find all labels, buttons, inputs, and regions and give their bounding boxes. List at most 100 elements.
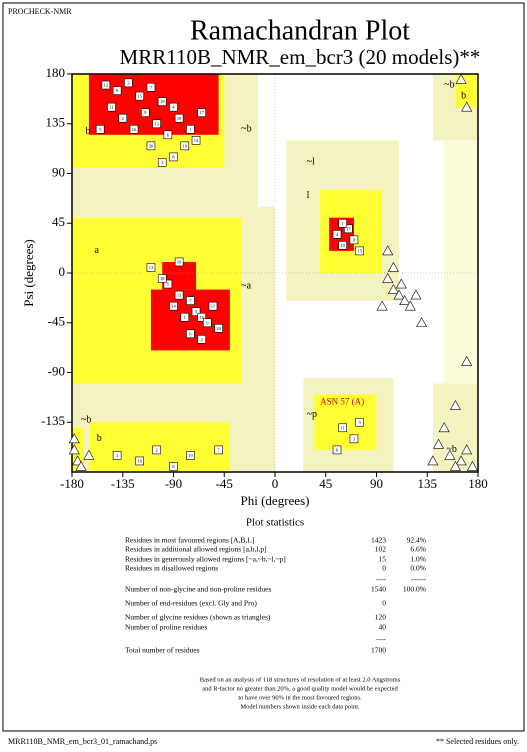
x-tick-label: 45 [319,476,332,491]
stats-percent: ------ [411,575,426,584]
point-label: 1 [184,315,186,320]
point-label: 5 [99,127,102,132]
stats-count: 1423 [371,536,386,545]
glycine-point [399,295,411,305]
point-label: 2 [122,116,124,121]
residue-point [191,307,201,316]
residue-point [208,301,218,311]
stats-count: 120 [375,613,387,622]
region-label: ~a [241,281,251,292]
stats-label: Residues in disallowed regions [125,564,218,573]
glycine-point [449,400,461,410]
point-label: 6 [189,331,192,336]
glycine-point [382,272,394,283]
point-label: 12 [177,293,182,298]
stats-count: 15 [379,555,387,564]
point-label: 6 [167,132,170,137]
stats-percent: 92.4% [407,536,426,545]
point-label: 17 [199,110,204,115]
glycine-point [387,283,399,294]
point-label: 8 [116,88,119,93]
residue-point [338,423,347,433]
point-label: 7 [150,85,153,90]
residue-point [95,124,105,134]
residue-point [112,86,122,95]
stats-label: Total number of residues [125,646,200,655]
point-label: 15 [357,248,362,253]
stats-label: Residues in generously allowed regions [… [125,555,286,564]
point-label: 11 [109,105,113,110]
region-label: l [307,190,310,201]
point-label: 5 [167,282,170,287]
chart-subtitle: MRR110B_NMR_em_bcr3 (20 models)** [120,45,481,69]
residue-point [332,230,342,239]
glycine-point [410,289,422,300]
stats-count: ---- [376,635,386,644]
residue-point [169,462,178,471]
glycine-point [455,73,467,84]
residue-point [186,329,195,339]
residue-point [174,113,184,123]
residue-point [107,102,116,112]
region [314,394,377,450]
x-tick-label: 180 [468,476,488,491]
point-label: 11 [211,304,215,309]
glycine-point [461,355,473,366]
stats-count: 102 [375,545,387,554]
region-label: b [86,126,91,137]
point-label: 2 [155,447,157,452]
point-label: 7 [217,447,220,452]
annotation: ASN 57 (A) [320,396,364,406]
residue-point [135,91,144,101]
point-label: 12 [104,83,109,88]
residue-point [355,246,364,256]
x-tick-label: -45 [216,476,233,491]
residue-point [169,301,178,311]
point-label: 13 [149,265,154,270]
residue-point [152,119,161,129]
stats-count: 1700 [371,646,386,655]
stats-percent: 6.6% [410,545,426,554]
glycine-point [68,444,80,455]
glycine-point [438,422,450,433]
point-label: 8 [353,237,356,242]
stats-percent: 1.0% [410,555,426,564]
glycine-point [466,460,478,471]
residue-point [157,158,167,167]
point-label: 11 [340,425,344,430]
y-tick-label: -90 [48,363,65,378]
point-label: 14 [171,304,176,309]
residue-point [197,312,206,322]
point-label: 4 [172,105,175,110]
stats-label: Number of non-glycine and non-proline re… [125,585,271,594]
stats-percent: 100.0% [403,585,426,594]
y-tick-label: 180 [46,65,66,80]
point-label: 16 [199,315,204,320]
point-label: 13 [154,121,159,126]
residue-point [135,456,144,466]
point-label: 19 [177,259,182,264]
residue-point [141,108,150,117]
x-tick-label: -90 [165,476,182,491]
glycine-point [376,300,388,311]
chart-title: Ramachandran Plot [190,15,410,46]
residue-point [214,323,223,333]
program-name: PROCHECK-NMR [8,7,72,16]
glycine-point [433,438,445,449]
point-label: 14 [194,138,199,143]
point-label: 16 [132,127,137,132]
region-label: b [97,433,102,444]
point-label: 4 [336,232,339,237]
x-tick-label: -135 [111,476,135,491]
glycine-point [427,455,439,466]
residue-point [174,257,184,267]
x-tick-label: 0 [272,476,279,491]
point-label: 6 [336,447,339,452]
stats-count: 0 [382,564,386,573]
residue-point [169,102,178,112]
stats-note: to have over 90% in the most favoured re… [238,694,362,701]
region [444,140,478,384]
stats-count: 1540 [371,585,386,594]
residue-point [180,141,190,151]
y-tick-label: -45 [48,314,65,329]
